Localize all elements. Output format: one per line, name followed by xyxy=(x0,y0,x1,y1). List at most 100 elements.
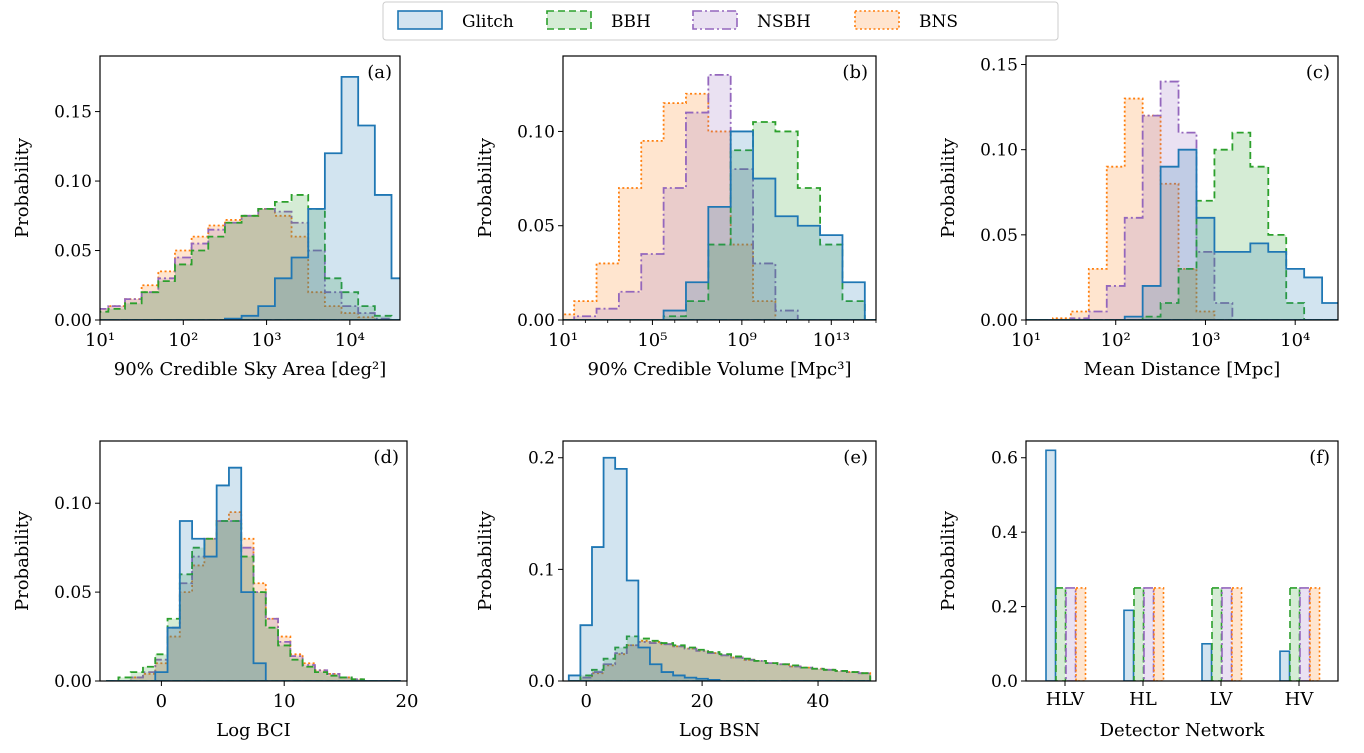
hist-line-glitch xyxy=(563,130,876,320)
x-tick-label: 10⁹ xyxy=(727,330,757,351)
x-tick-label: 10⁵ xyxy=(637,330,667,351)
y-tick-label: 0.00 xyxy=(980,311,1018,331)
x-tick-label: 0 xyxy=(156,691,167,712)
axes-frame xyxy=(1025,440,1339,682)
y-tick-label: 0.00 xyxy=(54,311,92,331)
panel-f: HLV HL LV HV 0.0 0.2 0.4 0.6 (f) Detector Network… xyxy=(938,440,1339,741)
plot-area xyxy=(1026,80,1338,320)
legend-swatch xyxy=(692,10,738,30)
y-tick-label: 0.1 xyxy=(528,560,555,580)
axes-frame xyxy=(99,440,408,682)
hist-line-glitch xyxy=(100,75,400,320)
x-tick-label: 0 xyxy=(580,691,591,712)
hist-fill-glitch xyxy=(563,131,876,320)
bar-bbh-hv xyxy=(1289,587,1301,681)
y-axis-label: Probability xyxy=(938,510,959,611)
panel-label: (b) xyxy=(842,62,868,83)
x-tick-label: 10³ xyxy=(1190,330,1220,351)
hist-fill-bns xyxy=(568,640,871,681)
axes-frame xyxy=(562,440,877,682)
hist-line-bbh xyxy=(100,194,400,320)
x-tick-label: 10³ xyxy=(252,330,282,351)
y-tick-label: 0.0 xyxy=(991,672,1018,692)
hist-fill-bns xyxy=(1026,98,1338,320)
bar-glitch-hlv xyxy=(1045,449,1057,681)
hist-line-bns xyxy=(568,639,872,681)
x-tick-label: 10⁴ xyxy=(335,330,365,351)
y-tick-label: 0.4 xyxy=(991,523,1018,543)
legend-label: BBH xyxy=(611,12,651,32)
bar-nsbh-hl xyxy=(1143,587,1155,681)
legend: Glitch BBH NSBH BNS xyxy=(382,1,1059,41)
plot-area xyxy=(563,73,876,320)
y-tick-label: 0.0 xyxy=(528,672,555,692)
hist-line-nsbh xyxy=(563,73,876,320)
y-axis-label: Probability xyxy=(475,137,496,238)
y-tick-label: 0.10 xyxy=(517,122,555,142)
x-tick-label: 10² xyxy=(1101,330,1131,351)
panel-b: 0.00 0.05 0.10 10¹ 10⁵ 10⁹ 10¹³ (b) 90% Credible… xyxy=(475,55,877,380)
panel-d: 0.00 0.05 0.10 0 10 20 (d) Log BCI Probability xyxy=(12,440,419,741)
x-tick-label: 10² xyxy=(168,330,198,351)
panel-label: (a) xyxy=(367,62,392,83)
bar-nsbh-hv xyxy=(1299,587,1311,681)
legend-label: Glitch xyxy=(462,12,514,32)
y-tick-label: 0.10 xyxy=(54,172,92,192)
panel-label: (f) xyxy=(1309,447,1330,468)
x-tick-label: 10¹ xyxy=(85,330,115,351)
legend-entry-bns: BNS xyxy=(854,10,958,32)
bar-glitch-hl xyxy=(1123,609,1135,681)
y-tick-label: 0.10 xyxy=(54,494,92,514)
bar-bns-lv xyxy=(1231,587,1243,681)
hist-fill-glitch xyxy=(568,457,871,681)
x-tick-label: 10¹ xyxy=(1011,330,1041,351)
panel-e: 0.0 0.1 0.2 0 20 40 (e) Log BSN Probability xyxy=(475,440,877,741)
bar-bbh-hlv xyxy=(1055,587,1067,681)
hist-fill-bbh xyxy=(100,194,400,320)
bar-glitch-hv xyxy=(1279,650,1291,681)
x-tick-label: 40 xyxy=(807,691,830,712)
legend-swatch xyxy=(397,10,443,30)
y-tick-label: 0.15 xyxy=(980,56,1018,76)
y-tick-label: 0.00 xyxy=(517,311,555,331)
hist-fill-bbh xyxy=(563,122,876,320)
legend-swatch xyxy=(546,10,592,30)
y-tick-label: 0.10 xyxy=(980,141,1018,161)
panel-a: 0.00 0.05 0.10 0.15 10¹ 10² 10³ 10⁴ (a) 90% Credi… xyxy=(12,55,401,380)
x-tick-label: HLV xyxy=(1046,689,1086,710)
x-tick-label: HL xyxy=(1129,689,1157,710)
hist-line-bbh xyxy=(106,520,401,681)
hist-line-nsbh xyxy=(100,207,400,320)
axes-frame xyxy=(1025,55,1339,321)
x-axis-label: 90% Credible Sky Area [deg²] xyxy=(114,359,387,380)
x-tick-label: 10¹³ xyxy=(813,330,850,351)
legend-entry-nsbh: NSBH xyxy=(692,10,811,32)
bar-bbh-lv xyxy=(1211,587,1223,681)
bar-bns-hv xyxy=(1309,587,1321,681)
y-tick-label: 0.05 xyxy=(517,217,555,237)
x-axis-label: Mean Distance [Mpc] xyxy=(1084,359,1281,380)
y-tick-label: 0.2 xyxy=(991,598,1018,618)
hist-fill-nsbh xyxy=(568,641,871,681)
x-tick-label: 10⁴ xyxy=(1280,330,1310,351)
x-tick-label: HV xyxy=(1285,689,1315,710)
x-axis-label: 90% Credible Volume [Mpc³] xyxy=(588,359,852,380)
hist-line-glitch xyxy=(1026,148,1338,320)
hist-fill-nsbh xyxy=(100,208,400,320)
y-axis-label: Probability xyxy=(475,510,496,611)
y-axis-label: Probability xyxy=(12,137,33,238)
y-tick-label: 0.05 xyxy=(980,226,1018,246)
bar-nsbh-hlv xyxy=(1065,587,1077,681)
hist-line-bbh xyxy=(1026,131,1338,320)
hist-line-bbh xyxy=(568,635,872,681)
y-tick-label: 0.05 xyxy=(54,242,92,262)
x-tick-label: 20 xyxy=(396,691,419,712)
hist-line-bns xyxy=(563,92,876,320)
bar-nsbh-lv xyxy=(1221,587,1233,681)
y-tick-label: 0.05 xyxy=(54,583,92,603)
panel-label: (c) xyxy=(1306,62,1330,83)
legend-entry-glitch: Glitch xyxy=(397,10,514,32)
bar-bns-hlv xyxy=(1075,587,1087,681)
hist-fill-bbh xyxy=(1026,132,1338,320)
